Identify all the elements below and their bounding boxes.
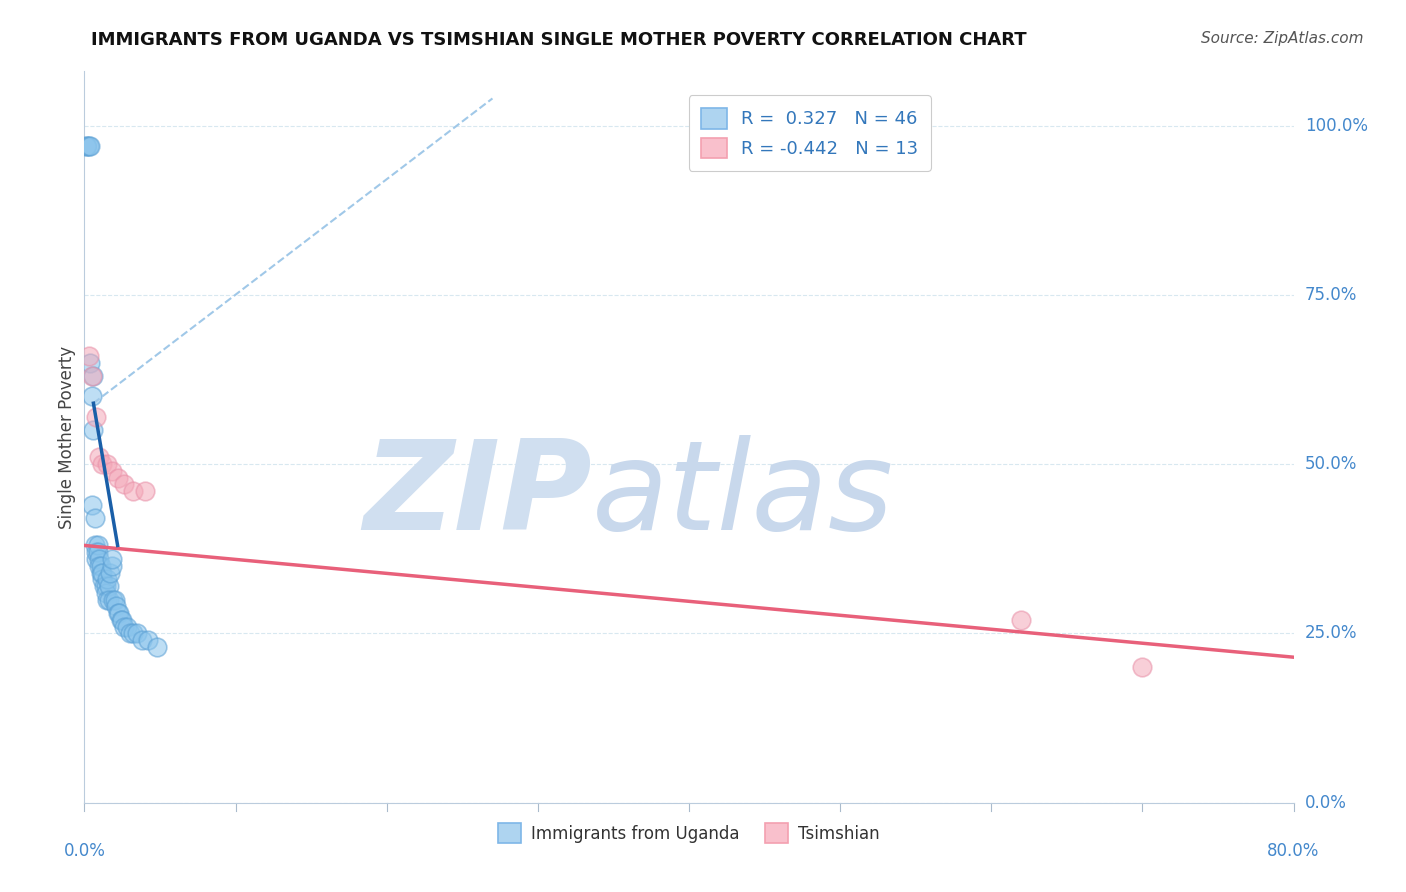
Point (86, 552, 108, 566)
Point (94, 579, 117, 593)
Text: IMMIGRANTS FROM UGANDA VS TSIMSHIAN SINGLE MOTHER POVERTY CORRELATION CHART: IMMIGRANTS FROM UGANDA VS TSIMSHIAN SING… (91, 31, 1026, 49)
Point (131, 633, 153, 648)
Text: 25.0%: 25.0% (1305, 624, 1357, 642)
Point (107, 471, 129, 485)
Point (89, 558, 111, 573)
Point (101, 592, 124, 607)
Point (112, 477, 135, 491)
Point (100, 558, 122, 573)
Point (80, 498, 103, 512)
Point (89, 552, 111, 566)
Point (91, 457, 114, 471)
Point (75, 139, 97, 153)
Legend: Immigrants from Uganda, Tsimshian: Immigrants from Uganda, Tsimshian (491, 817, 887, 849)
Point (93, 579, 115, 593)
Point (121, 484, 143, 499)
Point (96, 457, 118, 471)
Point (136, 633, 159, 648)
Point (86, 409, 108, 424)
Point (91, 572, 114, 586)
Point (87, 545, 110, 559)
Point (1011, 613, 1033, 627)
Point (97, 592, 120, 607)
Point (82, 369, 104, 384)
Point (134, 484, 156, 499)
Point (79, 139, 101, 153)
Point (108, 606, 131, 620)
Point (1130, 660, 1153, 674)
Point (115, 620, 138, 634)
Point (94, 586, 117, 600)
Point (91, 566, 114, 580)
Point (121, 626, 143, 640)
Point (118, 626, 141, 640)
Point (98, 566, 121, 580)
Text: atlas: atlas (592, 435, 894, 556)
Text: 75.0%: 75.0% (1305, 285, 1357, 304)
Text: 0.0%: 0.0% (1305, 794, 1347, 812)
Text: 80.0%: 80.0% (1267, 842, 1320, 860)
Point (87, 538, 110, 552)
Point (105, 599, 128, 614)
Point (77, 349, 100, 363)
Point (84, 511, 107, 525)
Point (82, 423, 104, 437)
Point (96, 592, 118, 607)
Text: 100.0%: 100.0% (1305, 117, 1368, 135)
Point (89, 450, 111, 465)
Point (90, 566, 112, 580)
Point (96, 572, 118, 586)
Point (100, 552, 122, 566)
Text: ZIP: ZIP (364, 435, 592, 556)
Point (90, 558, 112, 573)
Point (146, 640, 169, 654)
Point (107, 606, 129, 620)
Point (127, 626, 149, 640)
Point (100, 464, 122, 478)
Point (112, 620, 135, 634)
Text: 0.0%: 0.0% (63, 842, 105, 860)
Point (84, 538, 107, 552)
Text: 50.0%: 50.0% (1305, 455, 1357, 473)
Point (80, 389, 103, 403)
Point (111, 613, 134, 627)
Text: Source: ZipAtlas.com: Source: ZipAtlas.com (1201, 31, 1364, 46)
Point (110, 613, 132, 627)
Point (79, 355, 101, 369)
Y-axis label: Single Mother Poverty: Single Mother Poverty (58, 345, 76, 529)
Point (97, 579, 120, 593)
Point (104, 592, 127, 607)
Point (80, 369, 103, 384)
Point (77, 139, 100, 153)
Point (76, 139, 98, 153)
Point (86, 545, 108, 559)
